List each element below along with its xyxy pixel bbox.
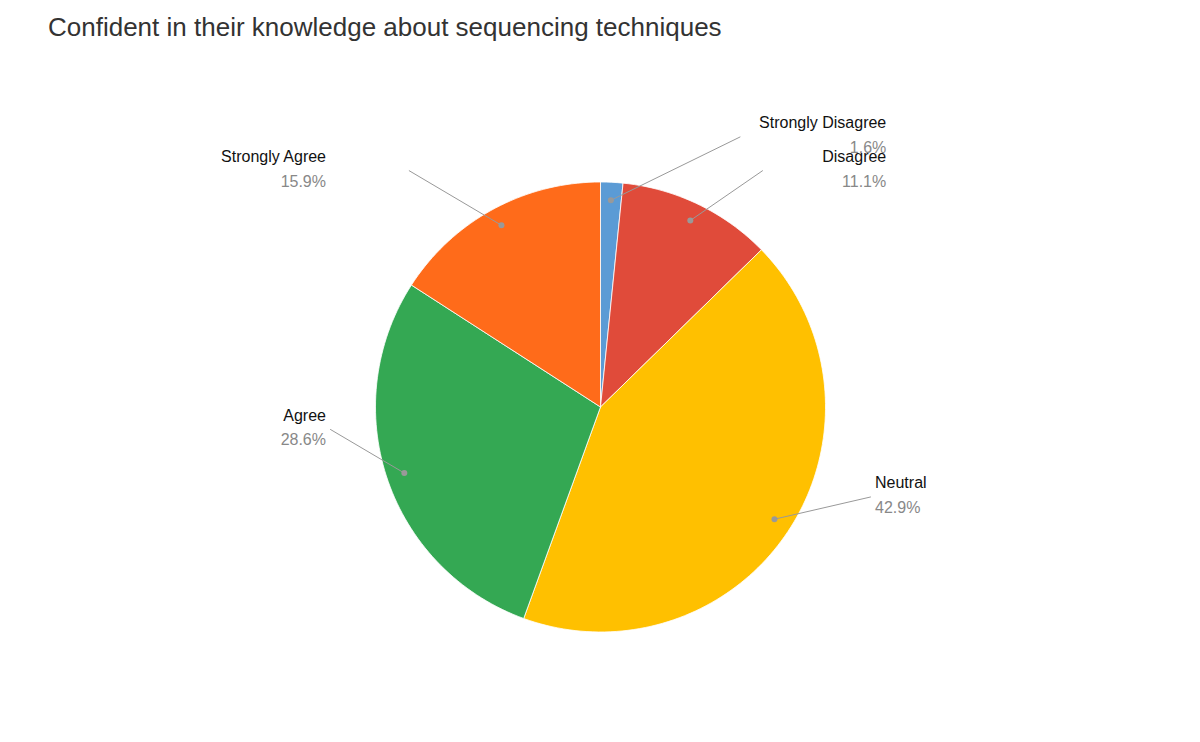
html-text:Confident in their knowledge a: Confident in their knowledge about seque… [48, 12, 722, 42]
svg-text:Agree: Agree [283, 407, 326, 424]
svg-text:15.9%: 15.9% [281, 173, 326, 190]
svg-text:28.6%: 28.6% [281, 432, 326, 449]
svg-text:42.9%: 42.9% [875, 499, 920, 516]
svg-text:11.1%: 11.1% [842, 173, 886, 190]
svg-text:Disagree: Disagree [822, 148, 886, 165]
svg-text:Strongly Agree: Strongly Agree [221, 148, 326, 165]
svg-text:Strongly Disagree: Strongly Disagree [759, 114, 886, 131]
svg-text:Neutral: Neutral [875, 474, 927, 491]
